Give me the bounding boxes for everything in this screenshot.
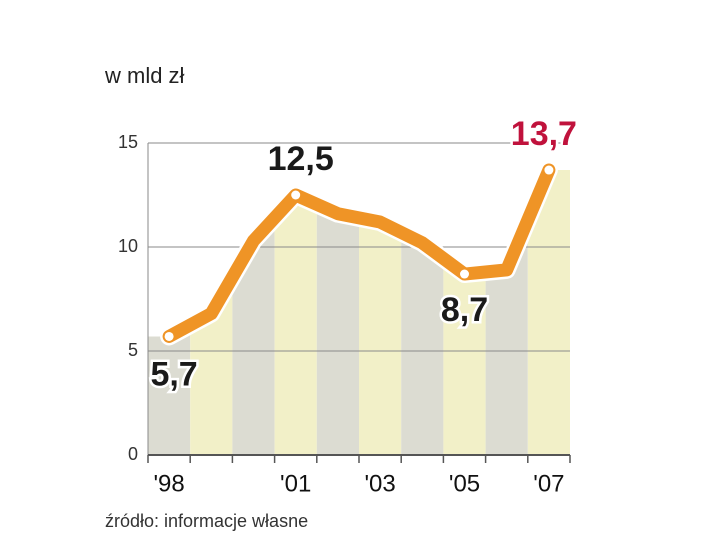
x-tick-label: '98 — [153, 470, 184, 497]
y-tick-label: 10 — [118, 236, 138, 256]
source-note: źródło: informacje własne — [105, 511, 308, 531]
x-tick-label: '07 — [533, 470, 564, 497]
area-band — [148, 170, 191, 455]
unit-label: w mld zł — [104, 63, 185, 88]
data-point — [164, 331, 174, 341]
x-tick-label: '03 — [364, 470, 395, 497]
data-point — [291, 190, 301, 200]
x-tick-label: '05 — [449, 470, 480, 497]
y-tick-label: 0 — [128, 444, 138, 464]
y-tick-label: 15 — [118, 132, 138, 152]
x-tick-label: '01 — [280, 470, 311, 497]
y-tick-label: 5 — [128, 340, 138, 360]
data-label: 8,7 — [441, 291, 488, 329]
data-point — [460, 269, 469, 279]
area-bands — [148, 170, 570, 455]
data-label: 12,5 — [268, 140, 334, 178]
area-band — [359, 170, 402, 455]
data-label: 13,7 — [511, 115, 577, 153]
area-band — [443, 170, 486, 455]
area-band — [485, 170, 528, 455]
data-label: 5,7 — [150, 355, 197, 393]
area-band — [401, 170, 444, 455]
data-line — [162, 163, 556, 343]
data-point — [544, 165, 554, 175]
